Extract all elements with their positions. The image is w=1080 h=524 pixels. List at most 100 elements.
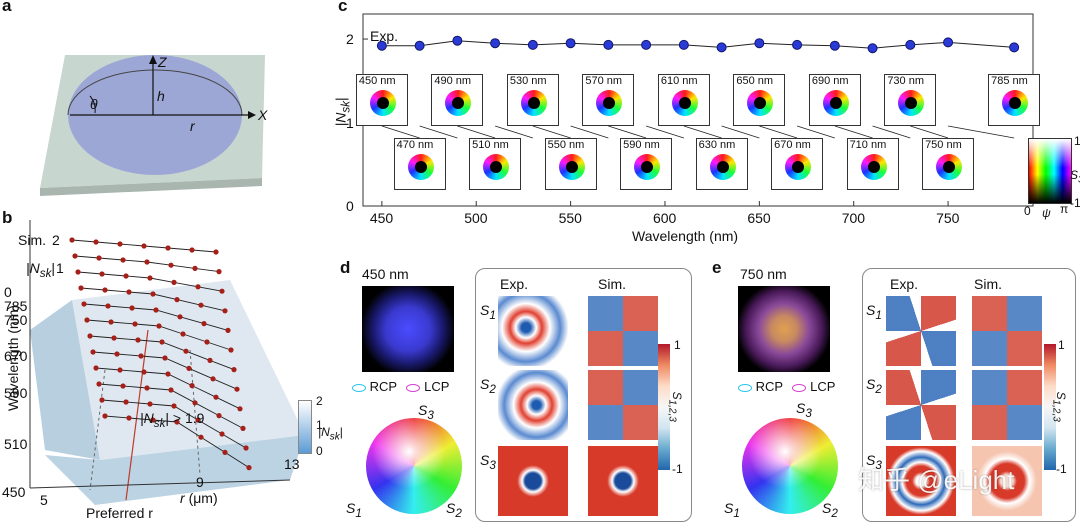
d-rcp-text: RCP xyxy=(369,379,397,394)
annotation-tail: | > 1.9 xyxy=(165,410,205,426)
thumb-link xyxy=(494,125,533,139)
psi-axis-pi: π xyxy=(1060,202,1069,216)
sim-point xyxy=(120,257,126,263)
data-point xyxy=(867,43,878,54)
sim-point xyxy=(171,279,177,285)
sim-point xyxy=(81,301,87,307)
e-stokes-panel xyxy=(862,268,1076,522)
d-cbar-label-text: S xyxy=(669,391,684,400)
data-point xyxy=(943,37,954,48)
psi-axis-0: 0 xyxy=(1024,204,1031,218)
x-tick-label: 600 xyxy=(652,210,677,226)
sim-point xyxy=(96,381,102,387)
d-rcp-legend: RCP LCP xyxy=(352,379,449,394)
e-exp-s3-map xyxy=(886,446,956,516)
d-stokes-colorbar xyxy=(658,344,670,470)
e-sphere-s3-text: S xyxy=(796,400,806,416)
x-tick-label: 650 xyxy=(747,210,771,226)
nsk-close: | xyxy=(51,260,56,276)
s3-cbar-bottom: -1 xyxy=(1070,196,1080,210)
sim-point xyxy=(168,387,174,393)
sim-point xyxy=(216,269,222,275)
sim-point xyxy=(174,419,180,425)
x-tick-label: 450 xyxy=(369,210,394,226)
skyrmion-texture xyxy=(860,154,887,180)
e-s3-label: S3 xyxy=(866,452,882,472)
thumbnail-label: 590 nm xyxy=(623,139,660,151)
sim-point xyxy=(99,271,105,277)
s3-cbar-top: 1 xyxy=(1074,134,1080,148)
skyrmion-thumbnail: 650 nm xyxy=(733,74,786,126)
c-thumb-links xyxy=(381,125,1015,139)
sim-point xyxy=(96,255,102,261)
data-point xyxy=(829,40,840,51)
d-s3-label: S3 xyxy=(480,452,496,472)
thumb-link xyxy=(872,125,911,139)
sim-point xyxy=(117,241,123,247)
sim-point xyxy=(171,403,177,409)
nsk-cbar-label-sub: sk xyxy=(329,431,340,443)
s3-cbar-label-text: S xyxy=(1070,168,1079,182)
r-tick-13: 13 xyxy=(284,456,300,472)
e-rcp-icon xyxy=(738,383,752,392)
sim-point xyxy=(150,417,156,423)
thumb-link xyxy=(645,125,684,139)
thumb-link xyxy=(796,125,835,139)
thumb-link xyxy=(570,125,609,139)
c-data-points xyxy=(376,35,1020,54)
sim-point xyxy=(114,351,120,357)
sim-point xyxy=(84,317,90,323)
thumbnail-label: 510 nm xyxy=(472,139,509,151)
nsk-cbar-label-text: |N xyxy=(318,425,330,439)
c-exp-label: Exp. xyxy=(370,28,399,44)
x-tick-label: 500 xyxy=(464,210,488,226)
thumb-link xyxy=(910,125,949,139)
thumbnail-label: 470 nm xyxy=(396,139,434,151)
skyrmion-texture xyxy=(596,90,623,116)
sim-point xyxy=(90,349,96,355)
sim-point xyxy=(126,289,132,295)
c-x-axis-label: Wavelength (nm) xyxy=(632,228,739,244)
nsk-cbar-tick-2: 2 xyxy=(316,394,323,408)
skyrmion-texture xyxy=(898,90,925,116)
x-axis-label: X xyxy=(258,107,268,123)
skyrmion-thumbnail: 590 nm xyxy=(620,138,673,190)
sim-point xyxy=(126,415,132,421)
thumbnail-label: 710 nm xyxy=(849,139,887,151)
e-wavelength: 750 nm xyxy=(740,266,787,282)
sim-point xyxy=(183,348,189,354)
d-s1-text: S xyxy=(480,302,490,318)
skyrmion-texture xyxy=(785,154,812,180)
data-point xyxy=(376,40,387,51)
r-axis-unit: (μm) xyxy=(188,490,218,506)
d-s1-sub: 1 xyxy=(489,308,496,322)
d-lcp-text: LCP xyxy=(424,379,450,394)
sim-point xyxy=(174,297,180,303)
e-sim-header: Sim. xyxy=(974,276,1002,292)
sim-point xyxy=(147,401,153,407)
d-lcp-icon xyxy=(406,383,421,392)
c-x-ticks xyxy=(381,201,949,206)
sim-point xyxy=(222,308,228,314)
sim-point xyxy=(240,425,246,431)
sim-point xyxy=(141,243,147,249)
panel-d-label: d xyxy=(340,258,351,277)
thumbnail-label: 610 nm xyxy=(660,75,698,87)
e-exp-s1-map xyxy=(886,296,956,366)
sim-point xyxy=(189,383,195,389)
d-stokes-panel xyxy=(475,268,692,522)
sim-point xyxy=(162,355,168,361)
data-point xyxy=(641,39,652,50)
nsk-cbar-label-close: | xyxy=(339,425,343,439)
r-tick-5: 5 xyxy=(40,492,48,508)
e-sphere-s2: S2 xyxy=(822,500,838,520)
d-sphere-s1-text: S xyxy=(346,500,356,516)
thumbnail-label: 550 nm xyxy=(547,139,585,151)
nsk-sub: sk xyxy=(39,266,52,280)
e-exp-header: Exp. xyxy=(890,276,919,292)
data-point xyxy=(527,39,538,50)
sim-point xyxy=(186,365,192,371)
data-point xyxy=(754,38,765,49)
sim-point xyxy=(246,465,252,471)
sim-point xyxy=(141,369,147,375)
